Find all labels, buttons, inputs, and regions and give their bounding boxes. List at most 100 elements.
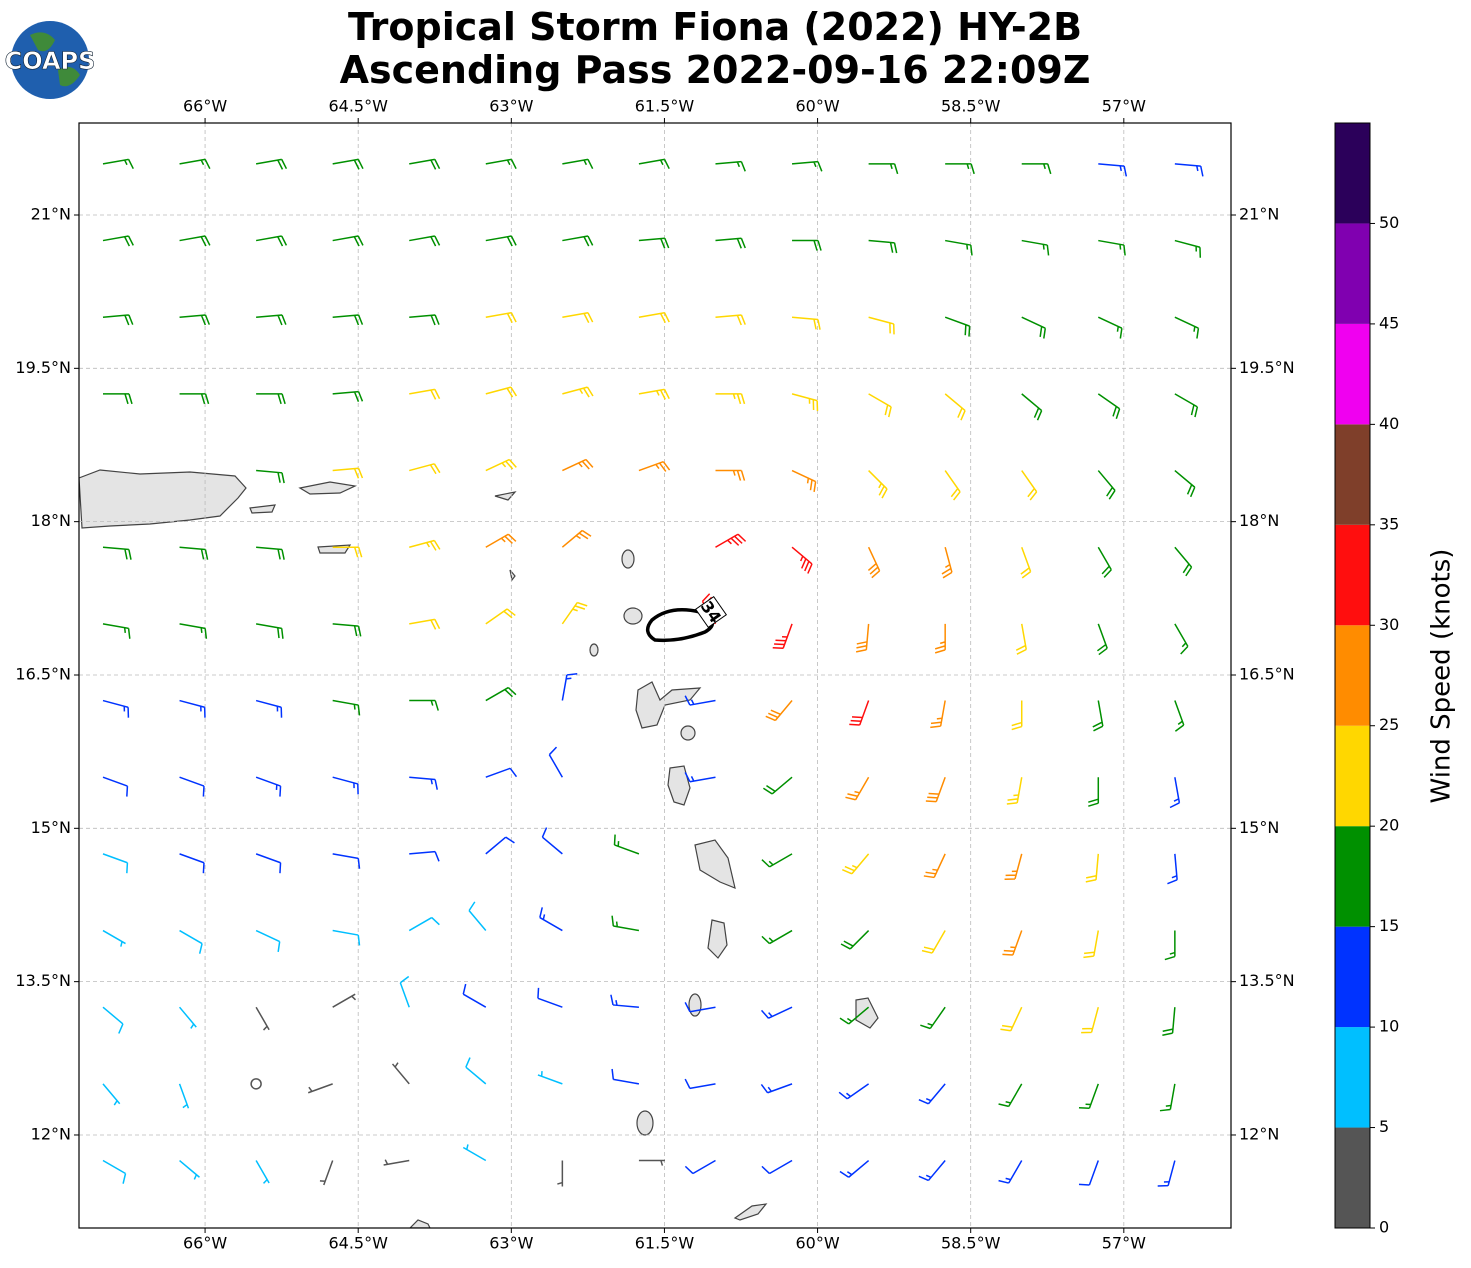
colorbar-segment xyxy=(1335,524,1370,626)
guadeloupe xyxy=(635,681,702,729)
contour-label: 34 xyxy=(697,597,725,626)
wind-barb xyxy=(485,767,518,778)
wind-barb xyxy=(1011,700,1023,731)
wind-barb xyxy=(1174,700,1185,732)
wind-barb xyxy=(255,929,281,952)
x-tick-label: 61.5°W xyxy=(635,1234,695,1253)
colorbar-segment xyxy=(1335,223,1370,324)
wind-barb xyxy=(178,1083,190,1109)
wind-barb xyxy=(102,776,129,797)
logo-text: COAPS xyxy=(5,47,96,75)
calm-circle xyxy=(250,1078,262,1090)
wind-barb xyxy=(485,158,517,170)
y-tick-label: 16.5°N xyxy=(15,664,71,683)
st-croix xyxy=(317,544,352,554)
y-tick-label: 12°N xyxy=(31,1124,71,1143)
colorbar-tick-label: 30 xyxy=(1379,615,1399,634)
barbados xyxy=(855,997,879,1029)
wind-barb xyxy=(332,467,364,479)
wind-barb xyxy=(256,546,285,560)
wind-barb xyxy=(391,1062,410,1085)
wind-barb xyxy=(102,158,134,170)
wind-barb xyxy=(1097,623,1108,656)
st-lucia xyxy=(707,919,728,959)
wind-barb xyxy=(179,393,210,405)
wind-barb xyxy=(1088,777,1100,807)
wind-barb xyxy=(1006,777,1023,805)
x-tick-label-top: 57°W xyxy=(1102,97,1146,116)
wind-barb xyxy=(1098,163,1128,177)
wind-barb xyxy=(760,1006,793,1019)
wind-barb xyxy=(102,623,131,639)
wind-barb xyxy=(256,469,285,484)
wind-barb xyxy=(1174,546,1193,577)
wind-barb xyxy=(998,1160,1023,1184)
wind-barb xyxy=(868,239,898,254)
wind-barb xyxy=(468,901,487,932)
colorbar-segment xyxy=(1335,1127,1370,1228)
dominica xyxy=(667,765,691,806)
wind-barb xyxy=(998,1083,1023,1108)
puerto-rico xyxy=(79,469,247,529)
wind-barb xyxy=(332,158,364,170)
wind-barb xyxy=(179,235,211,247)
wind-barb xyxy=(332,853,361,869)
wind-barb xyxy=(102,546,132,560)
barb-layer xyxy=(102,158,1204,1187)
wind-barb xyxy=(1078,1160,1099,1186)
wind-barb xyxy=(638,388,670,400)
wind-barb xyxy=(409,314,440,326)
wind-barb xyxy=(409,539,441,551)
x-tick-label: 64.5°W xyxy=(328,1234,388,1253)
wind-barb xyxy=(1097,393,1121,419)
wind-barb xyxy=(715,160,746,172)
wind-barb xyxy=(638,311,670,324)
wind-barb xyxy=(332,699,361,716)
wind-barb xyxy=(1097,470,1116,500)
wind-barb xyxy=(102,699,130,718)
wind-barb xyxy=(485,608,516,625)
wind-barb xyxy=(918,1083,946,1105)
wind-barb xyxy=(562,235,594,247)
wind-barb xyxy=(537,1071,563,1085)
chart-subtitle: Ascending Pass 2022-09-16 22:09Z xyxy=(340,48,1091,92)
wind-barb xyxy=(562,386,594,398)
wind-barb xyxy=(684,1078,716,1090)
wind-barb xyxy=(409,699,439,711)
trinidad xyxy=(409,1219,431,1228)
x-tick-label-top: 58.5°W xyxy=(941,97,1001,116)
colorbar-tick-label: 10 xyxy=(1379,1017,1399,1036)
y-tick-label-right: 16.5°N xyxy=(1239,664,1295,683)
map-frame xyxy=(78,122,1232,1229)
antigua xyxy=(623,607,643,625)
colorbar-segment xyxy=(1335,826,1370,927)
wind-barb xyxy=(1004,853,1023,881)
wind-barb xyxy=(409,463,441,475)
colorbar-tick-label: 45 xyxy=(1379,313,1399,332)
wind-barb xyxy=(840,930,870,950)
wind-barb xyxy=(179,776,205,797)
wind-barb xyxy=(1167,853,1178,885)
wind-barb xyxy=(1097,546,1112,578)
wind-barb xyxy=(409,158,441,170)
wind-barb xyxy=(611,1068,640,1085)
y-tick-label-right: 12°N xyxy=(1239,1124,1279,1143)
wind-barb xyxy=(409,776,438,790)
wind-barb xyxy=(255,776,282,797)
wind-barb xyxy=(485,533,517,548)
wind-barb xyxy=(178,1006,197,1029)
wind-barb xyxy=(179,623,208,639)
wind-barb xyxy=(409,850,440,862)
wind-barb xyxy=(762,776,793,795)
virgin-islands xyxy=(298,481,358,495)
wind-barb xyxy=(613,834,640,855)
wind-barb xyxy=(255,158,288,170)
wind-barb xyxy=(934,623,946,654)
wind-barb xyxy=(791,469,817,492)
wind-barb xyxy=(1159,1083,1176,1112)
wind-barb xyxy=(102,314,134,326)
wind-barb xyxy=(557,1160,564,1187)
wind-barb xyxy=(611,915,640,932)
colorbar-segment xyxy=(1335,123,1370,224)
wind-barb xyxy=(1157,1160,1176,1187)
